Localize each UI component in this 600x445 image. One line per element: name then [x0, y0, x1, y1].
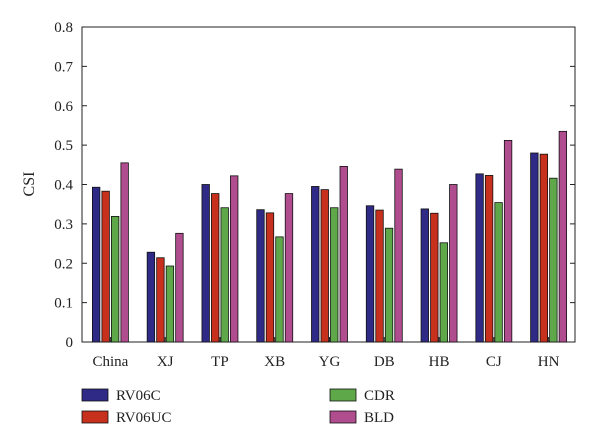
bar-rv06c-db [365, 205, 375, 343]
bar-bld-xb [284, 193, 294, 343]
bar-rv06uc-xb [265, 212, 275, 343]
legend-swatch-rv06c [81, 388, 109, 402]
bar-rv06c-yg [311, 186, 320, 343]
bar-cdr-hb [439, 242, 448, 343]
bar-cdr-china [110, 215, 120, 343]
legend-label-cdr: CDR [364, 388, 395, 404]
y-tick-label: 0.3 [54, 217, 73, 233]
bar-rv06c-cj [475, 173, 484, 343]
bar-bld-hn [558, 130, 568, 343]
bar-rv06c-china [91, 186, 101, 343]
bar-rv06uc-cj [484, 175, 494, 343]
bar-rv06c-xb [256, 209, 265, 343]
x-tick-label: HN [538, 354, 560, 370]
bar-bld-db [394, 168, 403, 343]
x-tick-label: China [92, 354, 128, 370]
bar-rv06uc-china [101, 190, 110, 343]
bar-bld-yg [339, 165, 348, 343]
bar-bld-hb [449, 184, 458, 343]
bar-bld-xj [175, 232, 184, 343]
legend-swatch-rv06uc [81, 410, 109, 424]
x-tick-label: HB [429, 354, 450, 370]
bar-rv06uc-db [375, 209, 384, 343]
bar-cdr-cj [494, 202, 503, 343]
legend-label-rv06uc: RV06UC [116, 410, 171, 426]
bar-rv06uc-xj [156, 257, 165, 343]
legend-swatch-bld [329, 410, 357, 424]
legend: RV06C RV06UC CDR BLD [81, 388, 395, 426]
bar-rv06c-tp [201, 184, 210, 343]
bar-cdr-yg [330, 207, 339, 343]
x-tick-label: CJ [486, 354, 502, 370]
y-tick-label: 0.1 [54, 296, 73, 312]
y-tick-label: 0.8 [54, 20, 73, 36]
y-tick-label: 0.7 [54, 59, 73, 75]
x-axis: China XJ TP XB YG DB HB CJ HN [92, 337, 560, 370]
bar-rv06c-xj [146, 251, 156, 343]
x-tick-label: XB [264, 354, 285, 370]
bar-rv06uc-hn [539, 153, 549, 343]
bar-cdr-xj [165, 265, 175, 343]
bar-bld-tp [230, 175, 239, 343]
bar-bld-cj [503, 139, 513, 343]
x-tick-label: YG [319, 354, 341, 370]
x-tick-label: DB [374, 354, 395, 370]
legend-label-bld: BLD [364, 410, 394, 426]
legend-label-rv06c: RV06C [116, 388, 161, 404]
y-tick-label: 0 [66, 335, 74, 351]
bar-rv06uc-yg [320, 189, 329, 343]
bar-bld-china [120, 162, 129, 343]
plot-area: 0 0.1 0.2 0.3 0.4 0.5 0.6 0.7 0.8 China XJ TP XB YG D… [54, 20, 576, 370]
y-tick-label: 0.4 [54, 178, 73, 194]
bar-cdr-tp [220, 207, 229, 343]
bar-cdr-xb [275, 236, 284, 343]
y-tick-label: 0.5 [54, 138, 73, 154]
bar-cdr-db [384, 227, 394, 343]
x-tick-label: XJ [157, 354, 174, 370]
bar-rv06c-hn [530, 152, 539, 343]
bar-rv06uc-tp [211, 193, 220, 343]
bar-rv06uc-hb [430, 212, 439, 343]
x-tick-label: TP [211, 354, 229, 370]
y-axis: 0 0.1 0.2 0.3 0.4 0.5 0.6 0.7 0.8 [54, 20, 575, 351]
bars-group [91, 130, 568, 343]
bar-cdr-hn [549, 177, 558, 343]
y-tick-label: 0.6 [54, 99, 73, 115]
legend-swatch-cdr [329, 388, 357, 402]
bar-rv06c-hb [420, 208, 429, 343]
y-tick-label: 0.2 [54, 256, 73, 272]
y-axis-title: CSI [21, 172, 38, 197]
